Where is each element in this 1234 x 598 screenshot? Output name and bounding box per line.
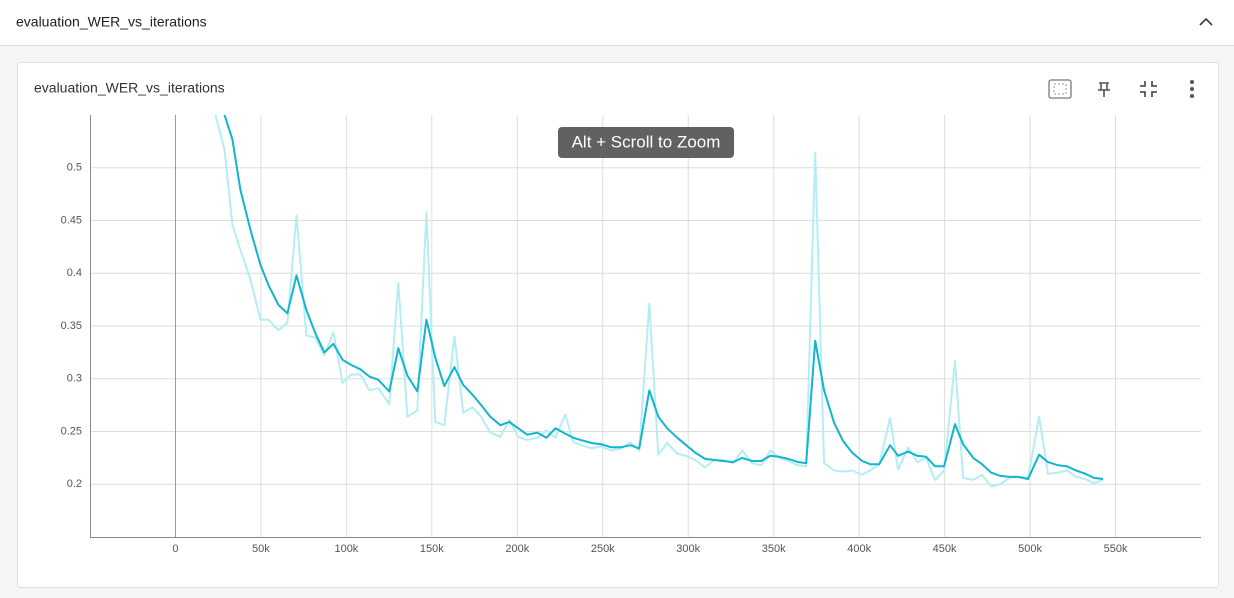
raw-line	[214, 115, 1104, 488]
y-tick-label: 0.3	[67, 373, 82, 385]
y-tick-label: 0.5	[67, 162, 82, 174]
x-tick-label: 350k	[762, 543, 786, 555]
smoothed-line	[223, 115, 1104, 480]
y-tick-label: 0.45	[61, 214, 82, 226]
x-tick-label: 400k	[847, 543, 871, 555]
zoom-tooltip-text: Alt + Scroll to Zoom	[572, 132, 721, 151]
x-tick-label: 200k	[505, 543, 529, 555]
x-tick-label: 250k	[591, 543, 615, 555]
more-menu-button[interactable]	[1190, 80, 1194, 98]
x-tick-label: 100k	[334, 543, 358, 555]
zoom-tooltip	[558, 127, 734, 158]
header-title: evaluation_WER_vs_iterations	[16, 14, 207, 30]
fit-domain-button[interactable]	[1048, 79, 1072, 99]
card-title: evaluation_WER_vs_iterations	[34, 80, 225, 96]
y-tick-label: 0.4	[67, 267, 82, 279]
pin-button[interactable]	[1098, 82, 1110, 97]
x-tick-label: 300k	[676, 543, 700, 555]
x-tick-label: 150k	[420, 543, 444, 555]
collapse-card-button[interactable]	[1140, 81, 1157, 97]
y-tick-label: 0.35	[61, 320, 82, 332]
x-tick-label: 50k	[252, 543, 270, 555]
x-tick-label: 550k	[1104, 543, 1128, 555]
x-tick-label: 0	[172, 543, 178, 555]
y-tick-label: 0.25	[61, 425, 82, 437]
y-tick-label: 0.2	[67, 478, 82, 490]
x-tick-label: 450k	[933, 543, 957, 555]
header-bar	[0, 0, 1234, 45]
x-tick-label: 500k	[1018, 543, 1042, 555]
collapse-button[interactable]	[1199, 17, 1213, 26]
